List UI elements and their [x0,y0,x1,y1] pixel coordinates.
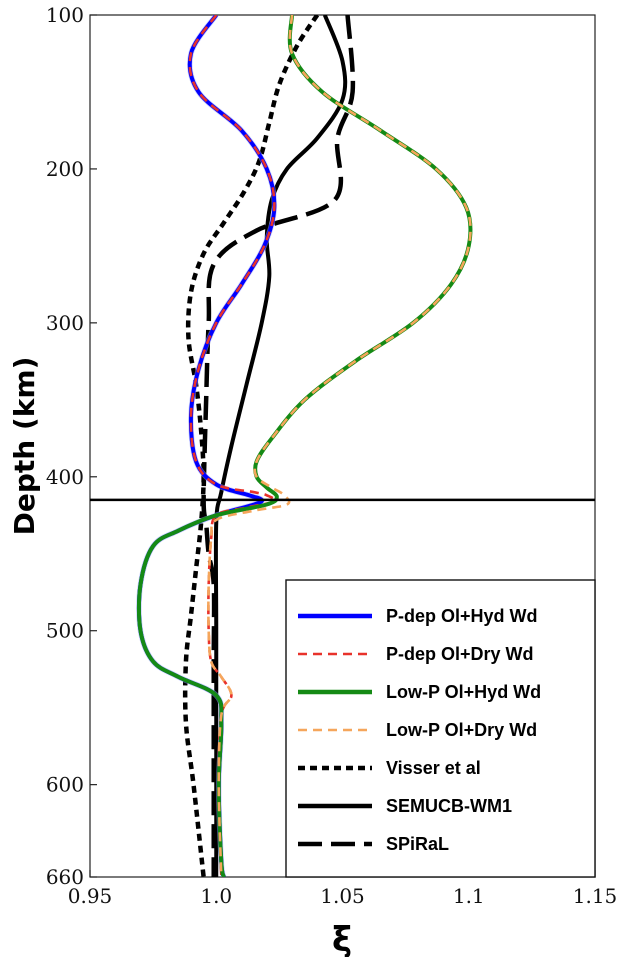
y-tick-label: 660 [46,865,84,889]
x-tick-label: 0.95 [68,884,113,908]
y-tick-label: 300 [46,311,84,335]
y-axis-label: Depth (km) [8,357,41,536]
y-axis-ticks: 100 200 300 400 500 600 660 [46,3,97,889]
legend: P-dep Ol+Hyd Wd P-dep Ol+Dry Wd Low-P Ol+H… [285,579,596,878]
legend-label: SPiRaL [386,834,449,854]
y-tick-label: 200 [46,157,84,181]
legend-label: Low-P Ol+Hyd Wd [386,682,541,702]
y-tick-label: 600 [46,773,84,797]
x-tick-label: 1.15 [573,884,617,908]
series-line-spiral [201,15,356,877]
x-axis-label: ξ [332,920,352,957]
series-line-p-dep-ol-dry-wd [188,15,277,877]
legend-box [285,579,596,878]
legend-label: Low-P Ol+Dry Wd [386,720,537,740]
series-line-low-p-ol-dry-wd [207,15,472,877]
y-tick-label: 500 [46,619,84,643]
series-line-visser-et-al [182,15,320,877]
x-tick-label: 1.05 [320,884,365,908]
legend-label: P-dep Ol+Hyd Wd [386,606,538,626]
legend-label: Visser et al [386,758,481,778]
series-line-low-p-ol-hyd-wd [136,15,473,877]
x-tick-label: 1.1 [453,884,485,908]
series-layer [136,15,473,877]
y-tick-label: 400 [46,465,84,489]
series-line-semucb-wm1 [213,15,348,877]
legend-label: P-dep Ol+Dry Wd [386,644,534,664]
y-tick-label: 100 [46,3,84,27]
legend-label: SEMUCB-WM1 [386,796,512,816]
x-tick-label: 1.0 [200,884,232,908]
